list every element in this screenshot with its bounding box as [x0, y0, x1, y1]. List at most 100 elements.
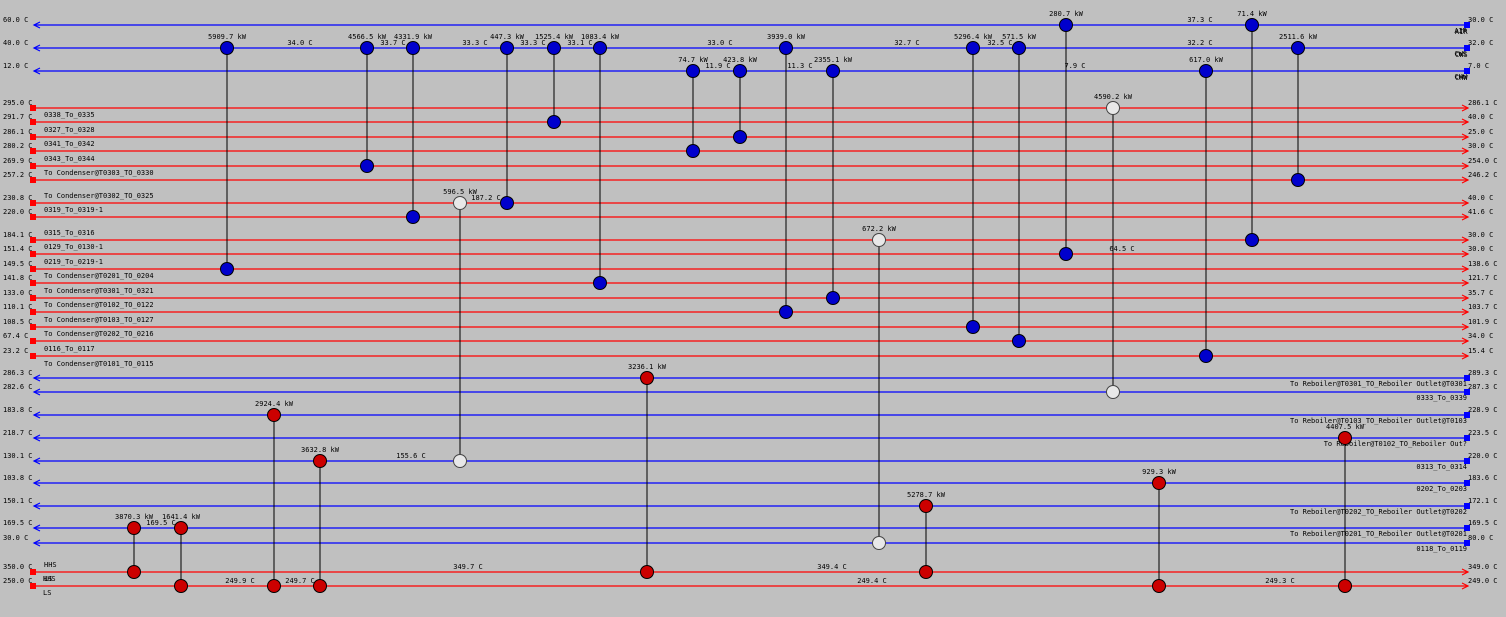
- hot-stream-h15-inlet-temp: 108.5 C: [3, 318, 33, 326]
- recovery-node-top[interactable]: [1106, 101, 1120, 115]
- hot-stream-h17-outlet-temp: 15.4 C: [1468, 347, 1493, 355]
- cold-utility-u_air-interval-temp: 37.3 C: [1187, 16, 1212, 24]
- heater-node-top[interactable]: [313, 454, 327, 468]
- hot-stream-h2-start-marker: [30, 119, 36, 125]
- cooler-node-top[interactable]: [547, 41, 561, 55]
- cold-utility-name: CWS: [1455, 51, 1468, 59]
- hot-stream-h10-start-marker: [30, 251, 36, 257]
- hot-utility-u_hhs-inlet-temp: 350.0 C: [3, 563, 33, 571]
- cold-stream-c8-outlet-temp: 169.5 C: [1468, 519, 1498, 527]
- cold-stream-c3-name: To Reboiler@T0103_TO_Reboiler Outlet@T01…: [1290, 417, 1467, 425]
- hot-stream-h5-arrow-icon: [1461, 162, 1470, 170]
- hot-stream-h16-arrow-icon: [1461, 337, 1470, 345]
- interval-temp-label: 169.5 C: [146, 519, 176, 527]
- hot-utility-u_ls-interval-temp: 249.3 C: [1265, 577, 1295, 585]
- cooler-node-top[interactable]: [966, 41, 980, 55]
- heater-node-top[interactable]: [127, 521, 141, 535]
- cooler-duty-label: 447.3 kW: [490, 33, 525, 41]
- cooler-node-bottom[interactable]: [1059, 247, 1073, 261]
- cooler-node-bottom[interactable]: [360, 159, 374, 173]
- cooler-node-top[interactable]: [733, 64, 747, 78]
- cold-stream-c8-start-marker: [1464, 525, 1470, 531]
- heater-node-bottom[interactable]: [267, 579, 281, 593]
- cooler-node-bottom[interactable]: [826, 291, 840, 305]
- heater-node-bottom[interactable]: [1152, 579, 1166, 593]
- cold-utility-u_chw-outlet-temp: 7.0 C: [1468, 62, 1489, 70]
- heater-node-bottom[interactable]: [313, 579, 327, 593]
- cold-stream-c4-inlet-temp: 218.7 C: [3, 429, 33, 437]
- heater-node-bottom[interactable]: [640, 565, 654, 579]
- cooler-node-bottom[interactable]: [966, 320, 980, 334]
- hot-stream-h7-inlet-temp: 230.8 C: [3, 194, 33, 202]
- hot-stream-h6-start-marker: [30, 177, 36, 183]
- cooler-node-bottom[interactable]: [1291, 173, 1305, 187]
- cooler-node-bottom[interactable]: [1199, 349, 1213, 363]
- hot-stream-h12-outlet-temp: 121.7 C: [1468, 274, 1498, 282]
- hot-stream-h13-name: To Condenser@T0301_TO_0321: [44, 287, 154, 295]
- cooler-node-top[interactable]: [1199, 64, 1213, 78]
- cooler-node-top[interactable]: [1291, 41, 1305, 55]
- recovery-node-bottom[interactable]: [453, 454, 467, 468]
- cooler-node-bottom[interactable]: [733, 130, 747, 144]
- recovery-node-bottom[interactable]: [1106, 385, 1120, 399]
- recovery-node-top[interactable]: [872, 233, 886, 247]
- cold-stream-c8-name: To Reboiler@T0201_TO_Reboiler Outlet@T02…: [1290, 530, 1467, 538]
- cooler-node-top[interactable]: [360, 41, 374, 55]
- cold-stream-c7-start-marker: [1464, 503, 1470, 509]
- cold-stream-c7-arrow-icon: [32, 502, 41, 510]
- hot-utility-name: HHS: [43, 575, 56, 583]
- cold-utility-name: AIR: [1455, 28, 1468, 36]
- cooler-node-top[interactable]: [406, 41, 420, 55]
- cooler-node-bottom[interactable]: [1245, 233, 1259, 247]
- recovery-node-bottom[interactable]: [872, 536, 886, 550]
- cold-stream-c2-inlet-temp: 282.6 C: [3, 383, 33, 391]
- heater-node-top[interactable]: [640, 371, 654, 385]
- cooler-node-top[interactable]: [220, 41, 234, 55]
- cooler-node-bottom[interactable]: [406, 210, 420, 224]
- hot-stream-h17-name: 0116_To_0117: [44, 345, 95, 353]
- heater-node-top[interactable]: [1152, 476, 1166, 490]
- hot-stream-h6-inlet-temp: 257.2 C: [3, 171, 33, 179]
- heater-node-bottom[interactable]: [127, 565, 141, 579]
- hot-stream-h15-outlet-temp: 101.9 C: [1468, 318, 1498, 326]
- heater-node-bottom[interactable]: [1338, 579, 1352, 593]
- hot-stream-h11-inlet-temp: 149.5 C: [3, 260, 33, 268]
- heater-node-top[interactable]: [174, 521, 188, 535]
- heater-node-top[interactable]: [267, 408, 281, 422]
- recovery-node-top[interactable]: [453, 196, 467, 210]
- cooler-node-top[interactable]: [593, 41, 607, 55]
- hot-stream-h14-inlet-temp: 110.1 C: [3, 303, 33, 311]
- cooler-node-bottom[interactable]: [500, 196, 514, 210]
- cooler-node-top[interactable]: [686, 64, 700, 78]
- hot-utility-u_hhs-outlet-temp: 349.0 C: [1468, 563, 1498, 571]
- cooler-node-bottom[interactable]: [220, 262, 234, 276]
- cooler-node-bottom[interactable]: [1012, 334, 1026, 348]
- hot-stream-h9-name: 0315_To_0316: [44, 229, 95, 237]
- cooler-node-top[interactable]: [1059, 18, 1073, 32]
- cooler-duty-label: 4566.5 kW: [348, 33, 387, 41]
- cold-utility-u_cws-interval-temp: 33.3 C: [462, 39, 487, 47]
- heater-node-bottom[interactable]: [174, 579, 188, 593]
- hot-utility-u_ls-name: LS: [44, 575, 52, 583]
- hot-stream-h10-outlet-temp: 30.0 C: [1468, 245, 1493, 253]
- cooler-node-bottom[interactable]: [779, 305, 793, 319]
- cooler-node-top[interactable]: [1245, 18, 1259, 32]
- cold-stream-c8-arrow-icon: [32, 524, 41, 532]
- cooler-node-top[interactable]: [826, 64, 840, 78]
- hot-stream-h5-start-marker: [30, 163, 36, 169]
- heater-node-top[interactable]: [1338, 431, 1352, 445]
- cooler-node-bottom[interactable]: [547, 115, 561, 129]
- cooler-node-bottom[interactable]: [593, 276, 607, 290]
- cooler-node-top[interactable]: [1012, 41, 1026, 55]
- cooler-node-top[interactable]: [500, 41, 514, 55]
- cooler-node-bottom[interactable]: [686, 144, 700, 158]
- hot-stream-h2-arrow-icon: [1461, 118, 1470, 126]
- hot-utility-u_ls-interval-temp: 249.4 C: [857, 577, 887, 585]
- heater-node-top[interactable]: [919, 499, 933, 513]
- heater-duty-label: 2924.4 kW: [255, 400, 294, 408]
- cooler-duty-label: 617.0 kW: [1189, 56, 1224, 64]
- heater-duty-label: 3236.1 kW: [628, 363, 667, 371]
- hot-stream-h16-outlet-temp: 34.0 C: [1468, 332, 1493, 340]
- heater-node-bottom[interactable]: [919, 565, 933, 579]
- cooler-node-top[interactable]: [779, 41, 793, 55]
